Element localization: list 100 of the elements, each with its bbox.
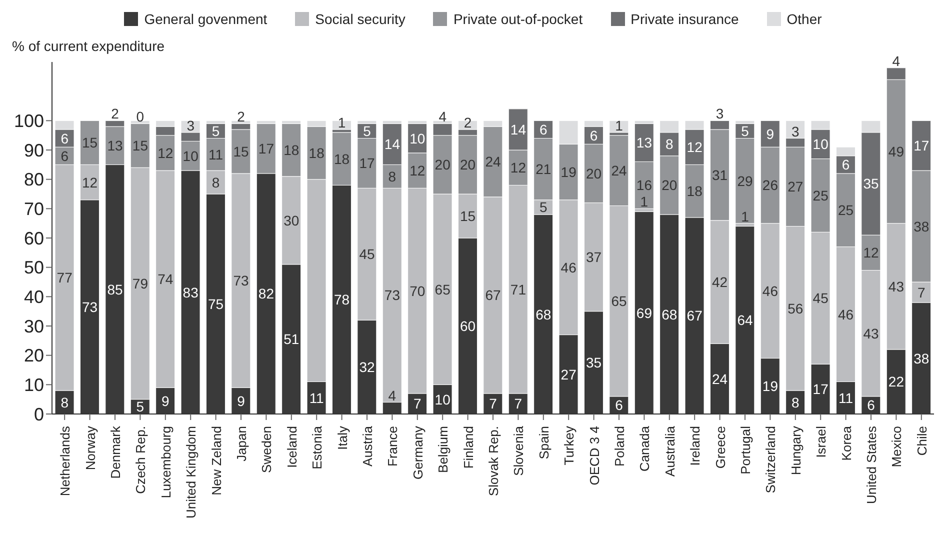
data-label: 37 xyxy=(586,249,602,266)
data-label: 25 xyxy=(812,187,829,204)
data-label: 2 xyxy=(111,106,120,122)
x-tick-label: Japan xyxy=(234,426,249,462)
y-axis-title: % of current expenditure xyxy=(12,38,165,54)
data-label: 5 xyxy=(136,398,144,415)
x-tick-label: Luxembourg xyxy=(158,426,174,498)
data-label: 31 xyxy=(712,166,728,183)
data-label: 38 xyxy=(914,218,930,234)
data-label: 17 xyxy=(914,138,930,154)
data-label: 11 xyxy=(208,146,224,162)
x-tick-label: OECD 3 4 xyxy=(586,426,602,486)
data-label: 7 xyxy=(414,396,422,412)
y-tick-label: 60 xyxy=(24,228,44,248)
x-tick-label: Poland xyxy=(612,426,627,466)
x-tick-label: Netherlands xyxy=(58,426,73,496)
x-tick-label: Mexico xyxy=(889,426,904,468)
data-label: 79 xyxy=(132,275,148,292)
data-label: 7 xyxy=(489,396,498,412)
x-tick-label: Germany xyxy=(410,426,426,480)
data-label: 46 xyxy=(762,282,778,299)
data-label: 27 xyxy=(560,366,577,382)
data-label: 8 xyxy=(60,394,69,410)
data-label: 85 xyxy=(107,281,123,298)
data-label: 10 xyxy=(434,391,451,408)
data-label: 20 xyxy=(586,165,602,182)
data-label: 67 xyxy=(485,287,501,304)
data-label: 18 xyxy=(686,183,703,200)
x-tick-label: Czech Rep. xyxy=(133,426,148,494)
x-tick-label: Italy xyxy=(334,426,350,450)
data-label: 10 xyxy=(182,148,199,164)
y-tick-label: 20 xyxy=(24,346,44,366)
data-label: 11 xyxy=(309,390,324,406)
data-label: 20 xyxy=(460,156,476,173)
data-label: 71 xyxy=(510,281,526,298)
data-label: 51 xyxy=(284,331,300,348)
data-label: 10 xyxy=(410,130,426,146)
x-tick-label: Finland xyxy=(460,426,476,469)
data-label: 3 xyxy=(792,123,800,140)
data-label: 15 xyxy=(460,208,476,224)
data-label: 38 xyxy=(914,350,930,366)
legend-label: Social security xyxy=(314,11,406,27)
data-label: 75 xyxy=(208,296,224,312)
data-label: 17 xyxy=(359,155,375,172)
data-label: 8 xyxy=(212,174,220,190)
data-label: 18 xyxy=(308,144,325,161)
data-label: 12 xyxy=(863,244,879,261)
x-tick-label: Chile xyxy=(914,426,930,456)
data-label: 6 xyxy=(842,156,850,173)
x-tick-label: Turkey xyxy=(562,426,577,466)
y-tick-label: 50 xyxy=(24,258,44,278)
data-label: 6 xyxy=(60,148,69,164)
data-label: 13 xyxy=(107,138,123,154)
data-label: 56 xyxy=(788,300,804,316)
data-label: 65 xyxy=(434,281,451,298)
data-label: 30 xyxy=(284,212,300,228)
data-label: 15 xyxy=(82,134,98,151)
data-label: 4 xyxy=(388,387,396,404)
data-label: 8 xyxy=(792,394,800,410)
data-label: 14 xyxy=(510,121,526,138)
x-tick-label: Canada xyxy=(637,425,652,472)
data-label: 9 xyxy=(766,126,774,142)
data-label: 6 xyxy=(540,121,548,138)
data-label: 1 xyxy=(741,208,750,224)
data-label: 70 xyxy=(410,282,426,299)
data-label: 32 xyxy=(359,359,375,376)
data-label: 24 xyxy=(485,154,501,170)
data-label: 1 xyxy=(615,117,624,134)
legend-label: Private out-of-pocket xyxy=(452,11,583,27)
data-label: 78 xyxy=(334,292,350,308)
data-label: 9 xyxy=(162,392,170,409)
data-label: 17 xyxy=(258,140,274,157)
data-label: 18 xyxy=(334,150,350,167)
data-label: 3 xyxy=(186,117,195,134)
x-tick-label: Iceland xyxy=(284,426,300,468)
data-label: 4 xyxy=(438,108,447,125)
data-label: 12 xyxy=(686,139,703,156)
data-label: 67 xyxy=(686,308,703,324)
y-tick-label: 40 xyxy=(24,287,44,308)
data-label: 3 xyxy=(716,106,724,122)
x-tick-label: Israel xyxy=(814,426,829,458)
data-label: 73 xyxy=(233,272,249,289)
x-tick-label: Denmark xyxy=(108,426,123,479)
x-tick-label: New Zeland xyxy=(208,426,224,496)
x-tick-label: France xyxy=(385,426,400,466)
x-tick-label: Austria xyxy=(360,425,375,466)
data-label: 46 xyxy=(838,306,854,322)
legend-label: Other xyxy=(786,11,822,27)
data-label: 18 xyxy=(284,142,300,158)
legend-label: General govenment xyxy=(143,11,268,27)
data-label: 8 xyxy=(388,168,396,184)
y-tick-label: 100 xyxy=(14,111,44,132)
data-label: 2 xyxy=(464,114,472,130)
x-tick-label: Sweden xyxy=(259,426,274,473)
data-label: 24 xyxy=(611,162,627,179)
data-label: 13 xyxy=(636,134,652,151)
x-tick-label: Australia xyxy=(662,425,678,477)
data-label: 35 xyxy=(586,354,602,371)
data-label: 7 xyxy=(918,284,926,300)
data-label: 35 xyxy=(863,176,879,192)
